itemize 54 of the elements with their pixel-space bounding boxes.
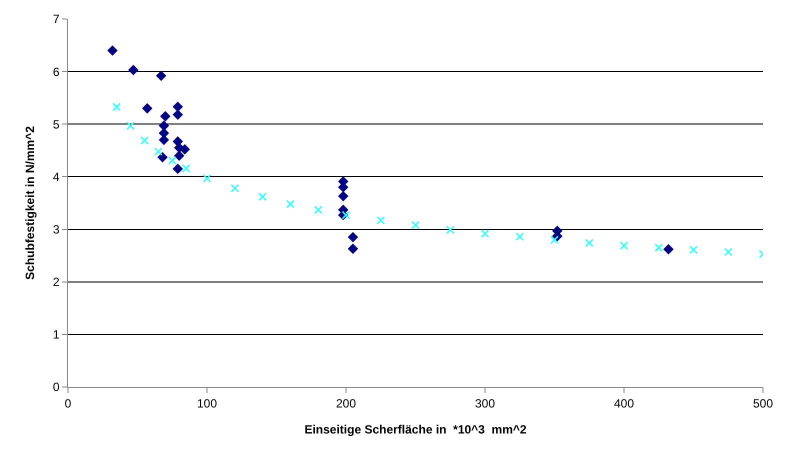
point: [107, 45, 118, 56]
point: [126, 121, 135, 130]
point: [338, 190, 348, 202]
x-tick-label: 500: [752, 396, 774, 410]
point: [480, 229, 490, 238]
point: [182, 164, 190, 173]
x-tick-label: 300: [474, 396, 496, 410]
y-axis-title: Schubfestigkeit in N/mm^2: [23, 126, 38, 280]
point: [663, 244, 674, 254]
point: [348, 244, 358, 254]
point: [154, 147, 163, 156]
y-tick-label: 5: [52, 117, 60, 132]
point: [411, 220, 420, 230]
point: [342, 210, 350, 220]
point: [258, 192, 267, 201]
x-tick-label: 100: [196, 396, 218, 410]
y-tick-label: 4: [52, 170, 60, 184]
y-tick-label: 1: [52, 328, 60, 342]
y-tick-label: 0: [52, 380, 60, 394]
x-tick-label: 0: [64, 396, 72, 410]
point: [202, 174, 212, 183]
point: [585, 238, 594, 248]
point: [376, 216, 385, 225]
point: [348, 232, 358, 242]
point: [516, 232, 524, 241]
point: [172, 109, 184, 120]
point: [156, 70, 166, 81]
point: [689, 246, 698, 254]
point: [724, 248, 732, 256]
point: [174, 150, 184, 161]
point: [142, 103, 152, 114]
point: [158, 120, 170, 131]
x-tick-label: 400: [614, 396, 634, 410]
y-tick-label: 6: [52, 64, 60, 79]
point: [230, 184, 240, 193]
point: [128, 64, 139, 76]
x-tick-label: 200: [336, 396, 356, 410]
point: [620, 241, 628, 250]
point: [172, 102, 184, 112]
point: [160, 111, 170, 122]
point: [112, 102, 121, 112]
point: [550, 236, 559, 244]
point: [314, 206, 322, 214]
y-tick-label: 7: [52, 12, 60, 26]
point: [168, 156, 176, 165]
y-tick-label: 3: [52, 222, 60, 236]
point: [654, 243, 663, 252]
point: [172, 164, 184, 174]
x-axis-title: Einseitige Scherfläche in *10^3 mm^2: [304, 422, 527, 436]
point: [180, 144, 190, 155]
point: [446, 226, 454, 234]
point: [286, 200, 295, 208]
y-tick-label: 2: [52, 275, 60, 290]
point: [140, 136, 149, 145]
